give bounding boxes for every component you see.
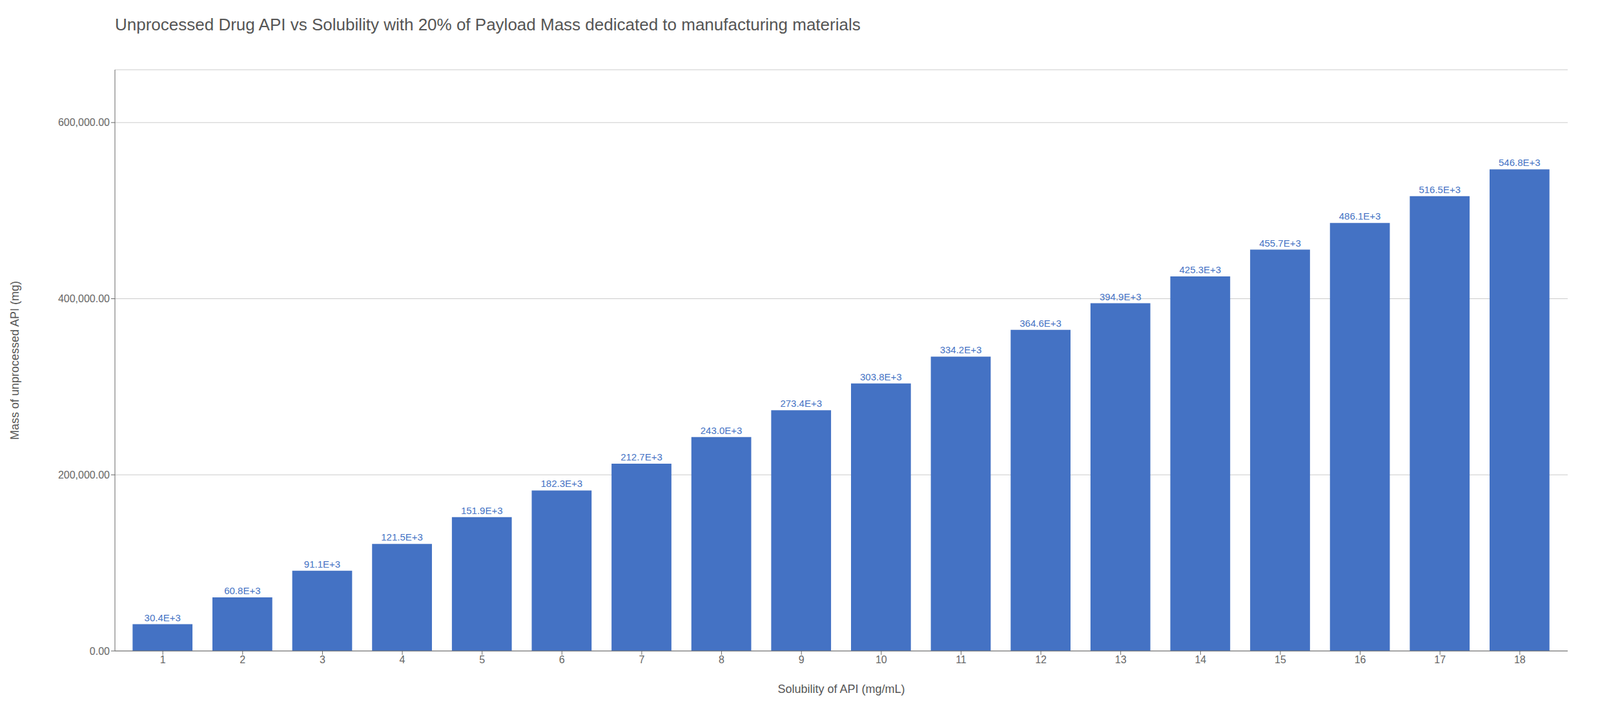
svg-text:400,000.00: 400,000.00 [58, 293, 110, 305]
svg-text:Mass of unprocessed API (mg): Mass of unprocessed API (mg) [8, 280, 22, 440]
svg-text:11: 11 [955, 654, 967, 666]
svg-text:91.1E+3: 91.1E+3 [304, 558, 341, 570]
svg-text:7: 7 [638, 654, 645, 666]
svg-text:Solubility of API (mg/mL): Solubility of API (mg/mL) [777, 682, 905, 696]
svg-text:364.6E+3: 364.6E+3 [1019, 317, 1062, 329]
svg-text:60.8E+3: 60.8E+3 [224, 584, 261, 596]
html-text:Unprocessed Drug API vs Solubi: Unprocessed Drug API vs Solubility with … [114, 14, 861, 35]
svg-text:1: 1 [160, 654, 166, 666]
svg-text:9: 9 [798, 654, 805, 666]
svg-text:12: 12 [1035, 654, 1047, 666]
svg-text:425.3E+3: 425.3E+3 [1179, 264, 1222, 276]
svg-text:14: 14 [1194, 654, 1207, 666]
svg-text:121.5E+3: 121.5E+3 [380, 531, 423, 543]
svg-text:600,000.00: 600,000.00 [58, 116, 110, 128]
svg-text:2: 2 [239, 654, 246, 666]
svg-text:546.8E+3: 546.8E+3 [1498, 156, 1541, 168]
svg-text:18: 18 [1514, 654, 1526, 666]
svg-text:200,000.00: 200,000.00 [58, 469, 110, 481]
svg-text:273.4E+3: 273.4E+3 [779, 397, 822, 409]
svg-text:8: 8 [718, 654, 725, 666]
svg-text:5: 5 [479, 654, 485, 666]
svg-text:516.5E+3: 516.5E+3 [1418, 184, 1461, 195]
svg-text:17: 17 [1434, 654, 1446, 666]
svg-text:182.3E+3: 182.3E+3 [541, 477, 584, 489]
svg-text:303.8E+3: 303.8E+3 [860, 371, 903, 383]
svg-text:30.4E+3: 30.4E+3 [144, 612, 181, 624]
svg-text:243.0E+3: 243.0E+3 [700, 424, 743, 436]
svg-text:10: 10 [875, 654, 888, 666]
svg-text:16: 16 [1354, 654, 1367, 666]
svg-text:0.00: 0.00 [89, 645, 110, 657]
svg-text:334.2E+3: 334.2E+3 [940, 344, 983, 356]
svg-text:212.7E+3: 212.7E+3 [620, 451, 663, 463]
svg-text:4: 4 [399, 654, 406, 666]
svg-text:3: 3 [319, 654, 326, 666]
svg-text:151.9E+3: 151.9E+3 [461, 504, 503, 516]
svg-text:6: 6 [559, 654, 565, 666]
svg-text:455.7E+3: 455.7E+3 [1259, 237, 1302, 249]
svg-text:394.9E+3: 394.9E+3 [1099, 291, 1142, 303]
svg-text:15: 15 [1274, 654, 1287, 666]
svg-text:486.1E+3: 486.1E+3 [1339, 210, 1382, 222]
svg-text:13: 13 [1115, 654, 1127, 666]
